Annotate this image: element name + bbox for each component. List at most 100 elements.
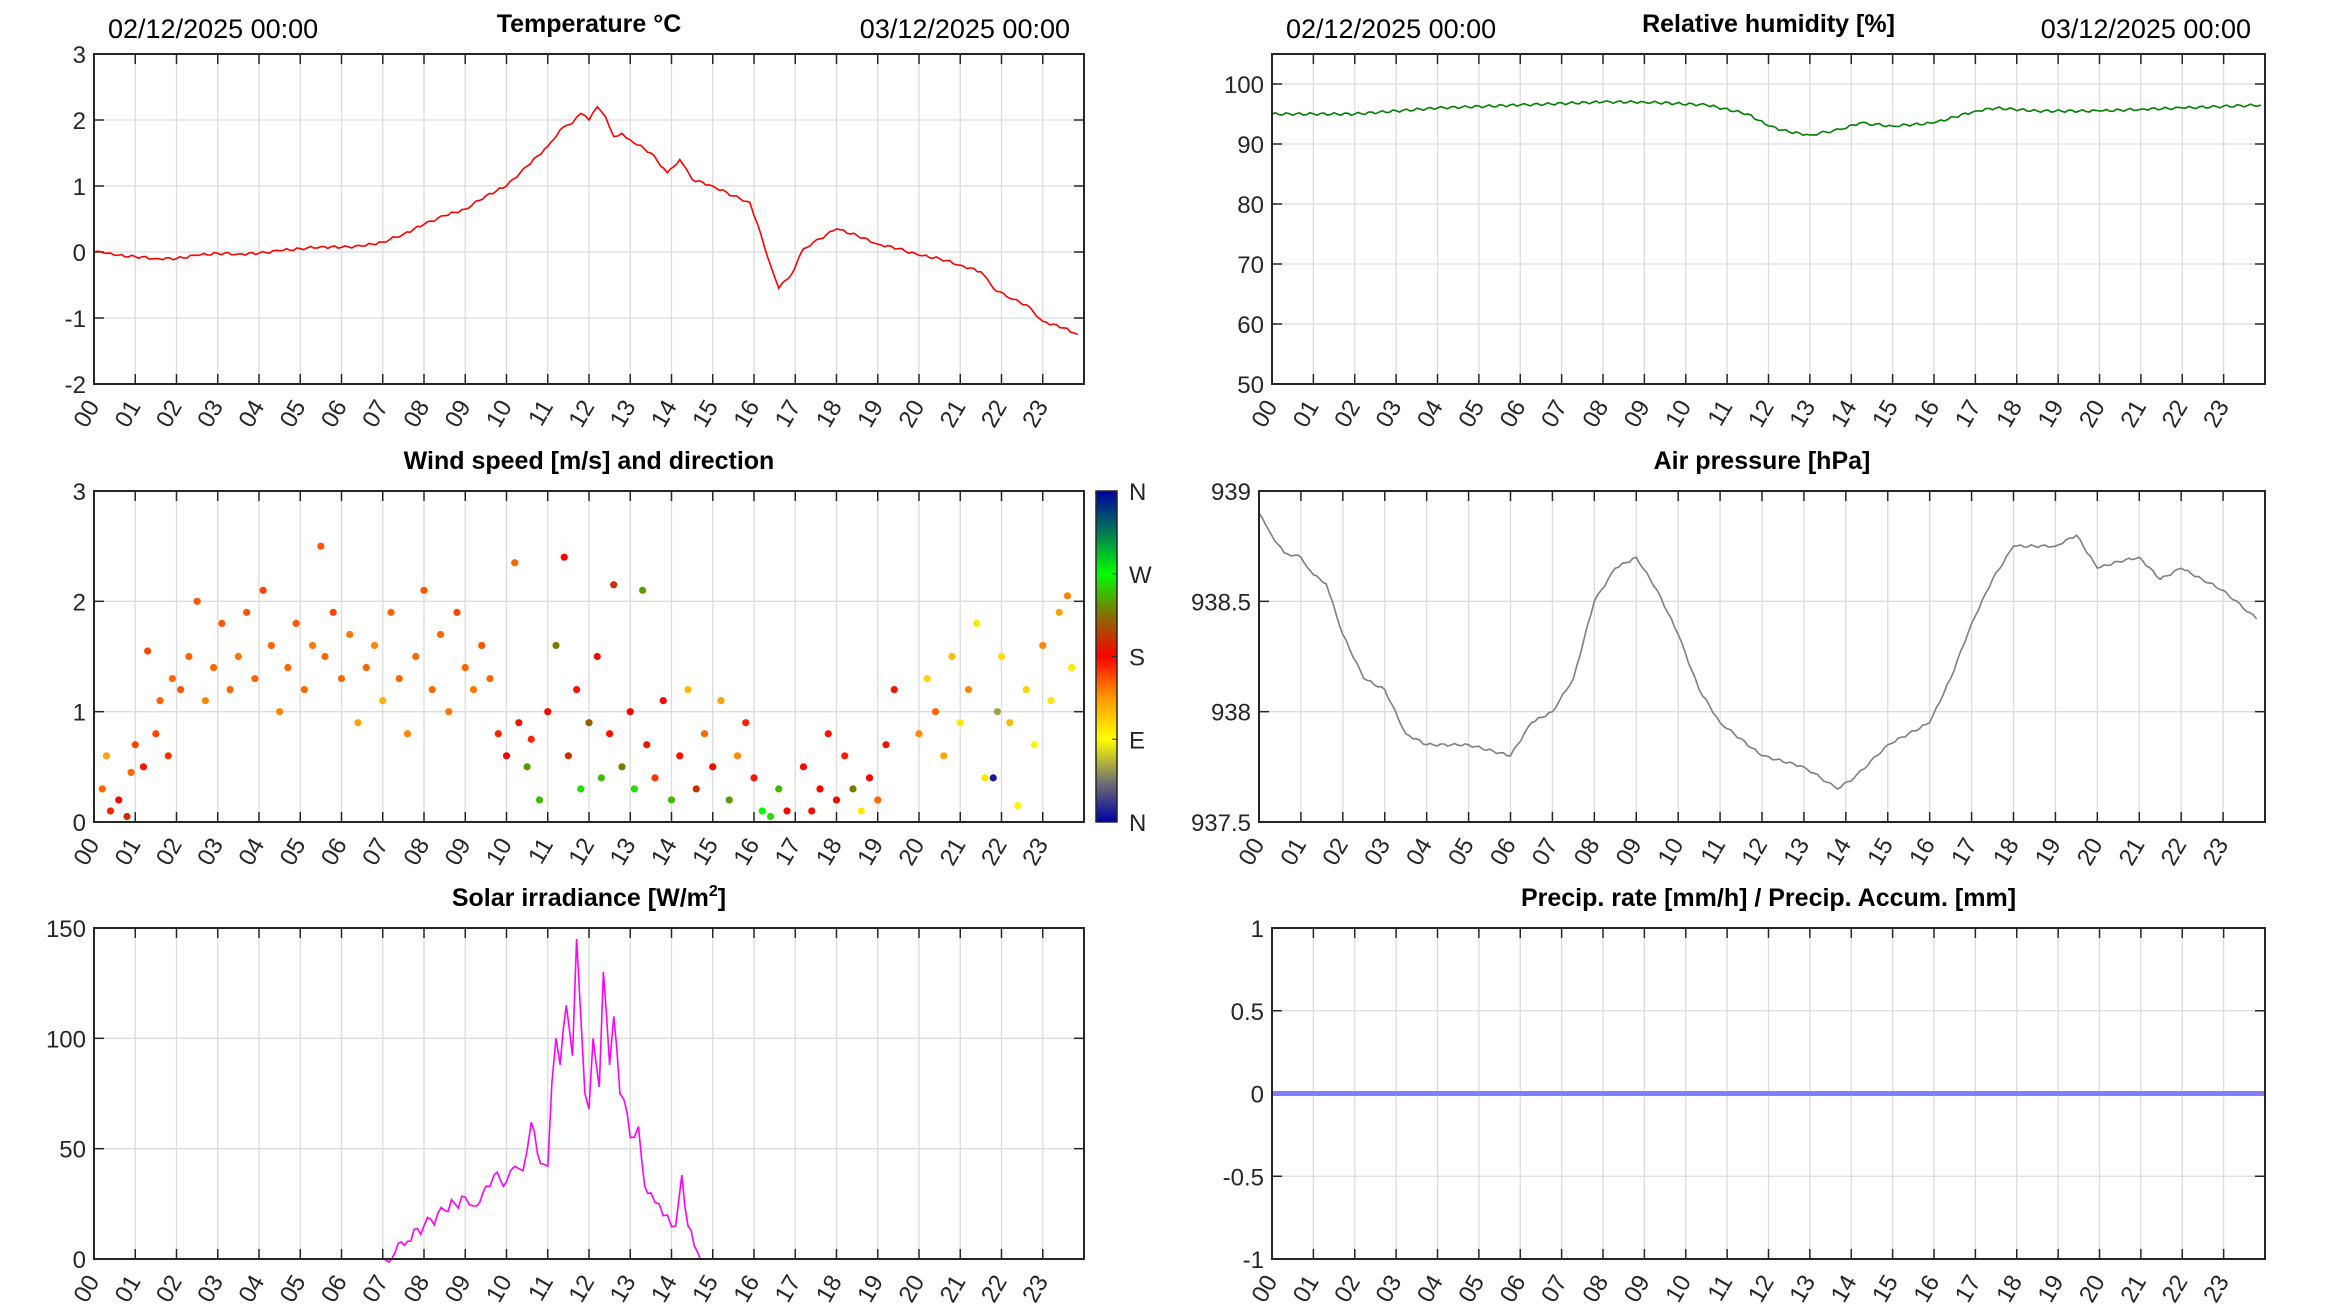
wind-data-point bbox=[494, 730, 502, 738]
x-tick-label: 21 bbox=[935, 1271, 972, 1308]
x-tick-label: 05 bbox=[1443, 834, 1480, 871]
wind-data-point bbox=[123, 812, 131, 821]
y-tick-label: 1 bbox=[1251, 916, 1264, 943]
wind-data-point bbox=[857, 807, 865, 815]
wind-data-point bbox=[610, 581, 618, 589]
wind-data-point bbox=[964, 686, 973, 694]
wind-data-point bbox=[618, 763, 626, 771]
wind-data-point bbox=[544, 708, 552, 716]
wind-data-point bbox=[139, 763, 148, 771]
x-tick-label: 23 bbox=[2198, 1271, 2235, 1308]
wind-data-point bbox=[337, 674, 346, 683]
x-tick-label: 22 bbox=[2156, 834, 2193, 871]
chart-temperature: 00 01 02 03 04 05 06 07 08 09 10 11 12 13 14 15 16 17 18 19… bbox=[65, 10, 1085, 433]
x-tick-label: 00 bbox=[68, 396, 105, 433]
x-tick-label: 23 bbox=[1017, 396, 1054, 433]
x-tick-label: 12 bbox=[1743, 1271, 1780, 1308]
wind-data-point bbox=[692, 785, 700, 793]
wind-data-point bbox=[709, 763, 717, 771]
x-tick-label: 10 bbox=[1660, 396, 1697, 433]
x-tick-label: 06 bbox=[316, 1271, 353, 1308]
y-tick-label: 3 bbox=[73, 479, 86, 506]
x-tick-label: 03 bbox=[1371, 1271, 1408, 1308]
wind-data-point bbox=[115, 796, 123, 804]
y-tick-label: -0.5 bbox=[1223, 1164, 1264, 1191]
wind-data-point bbox=[948, 652, 956, 661]
wind-data-point bbox=[276, 708, 284, 716]
y-tick-label: 2 bbox=[73, 589, 86, 616]
y-tick-label: 938.5 bbox=[1191, 589, 1251, 616]
humidity-series-line bbox=[1271, 99, 2262, 137]
axes-frame bbox=[93, 53, 1085, 385]
wind-data-point bbox=[523, 763, 531, 771]
wind-data-point bbox=[535, 796, 544, 804]
x-tick-label: 11 bbox=[523, 834, 559, 869]
wind-data-point bbox=[700, 730, 709, 738]
wind-data-point bbox=[808, 807, 816, 815]
y-tick-label: 80 bbox=[1237, 192, 1264, 219]
wind-data-point bbox=[226, 686, 234, 694]
y-tick-label: -2 bbox=[65, 372, 86, 399]
wind-data-point bbox=[469, 686, 478, 694]
wind-data-point bbox=[816, 785, 824, 793]
wind-data-point bbox=[321, 652, 329, 661]
wind-data-point bbox=[486, 674, 494, 683]
wind-data-point bbox=[1063, 592, 1072, 600]
colorbar-label: E bbox=[1129, 727, 1145, 754]
wind-data-point bbox=[766, 812, 775, 821]
x-tick-label: 08 bbox=[1569, 834, 1606, 871]
wind-data-point bbox=[267, 641, 275, 650]
wind-data-point bbox=[127, 768, 135, 776]
x-tick-label: 16 bbox=[1904, 834, 1941, 871]
colorbar-label: W bbox=[1129, 562, 1152, 589]
wind-data-point bbox=[750, 774, 758, 782]
x-tick-label: 18 bbox=[811, 396, 848, 433]
x-tick-label: 17 bbox=[1950, 396, 1987, 433]
wind-data-point bbox=[758, 807, 766, 815]
x-tick-label: 23 bbox=[1017, 1271, 1054, 1308]
wind-data-point bbox=[478, 641, 486, 650]
x-tick-label: 06 bbox=[316, 396, 353, 433]
wind-data-point bbox=[218, 619, 226, 628]
x-tick-label: 03 bbox=[1359, 834, 1396, 871]
wind-data-point bbox=[630, 785, 638, 793]
wind-data-point bbox=[445, 708, 453, 716]
x-tick-label: 01 bbox=[110, 834, 147, 871]
x-tick-label: 13 bbox=[1784, 1271, 1821, 1308]
x-tick-label: 17 bbox=[1950, 1271, 1987, 1308]
x-tick-label: 19 bbox=[2033, 396, 2070, 433]
title-text: Solar irradiance [W/m bbox=[452, 884, 709, 912]
chart-humidity: 00 01 02 03 04 05 06 07 08 09 10 11 12 13 14 15 16 17 18 19… bbox=[1224, 10, 2266, 433]
x-tick-label: 05 bbox=[275, 834, 312, 871]
x-tick-label: 07 bbox=[1536, 396, 1573, 433]
date-end: 03/12/2025 00:00 bbox=[2041, 14, 2251, 44]
wind-data-point bbox=[292, 619, 300, 628]
x-tick-label: 09 bbox=[1611, 834, 1648, 871]
wind-data-point bbox=[940, 752, 948, 760]
x-tick-label: 21 bbox=[2115, 1271, 2152, 1308]
chart-title: Solar irradiance [W/m2] bbox=[452, 883, 726, 912]
wind-data-point bbox=[1014, 801, 1022, 810]
date-start: 02/12/2025 00:00 bbox=[1286, 14, 1496, 44]
x-tick-label: 04 bbox=[1412, 1271, 1449, 1308]
wind-data-point bbox=[234, 652, 242, 661]
x-tick-label: 23 bbox=[2198, 834, 2235, 871]
x-tick-label: 08 bbox=[398, 834, 435, 871]
x-tick-label: 21 bbox=[2114, 834, 2151, 871]
wind-data-point bbox=[354, 719, 362, 727]
y-tick-label: 3 bbox=[73, 42, 86, 69]
x-tick-label: 06 bbox=[1495, 1271, 1532, 1308]
x-tick-label: 14 bbox=[646, 396, 683, 433]
x-tick-label: 00 bbox=[68, 834, 105, 871]
title-text: Temperature °C bbox=[497, 10, 682, 38]
wind-data-point bbox=[639, 586, 647, 594]
x-tick-label: 01 bbox=[110, 1271, 147, 1308]
wind-data-point bbox=[626, 708, 634, 716]
y-tick-label: 2 bbox=[73, 108, 86, 135]
title-superscript: 2 bbox=[709, 883, 718, 900]
wind-data-point bbox=[997, 652, 1006, 661]
x-tick-label: 19 bbox=[852, 1271, 889, 1308]
colorbar-label: N bbox=[1129, 479, 1146, 506]
wind-data-point bbox=[461, 663, 469, 672]
